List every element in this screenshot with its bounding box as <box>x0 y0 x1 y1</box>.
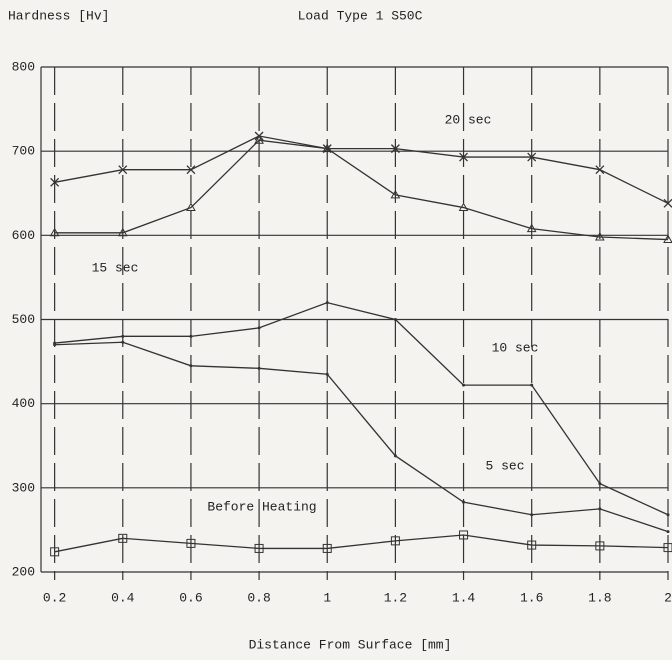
y-tick-label: 800 <box>12 59 35 74</box>
marker <box>121 341 124 344</box>
marker <box>667 513 670 516</box>
marker <box>530 384 533 387</box>
y-tick-label: 600 <box>12 228 35 243</box>
x-tick-label: 0.6 <box>179 590 202 605</box>
series-line <box>55 303 668 515</box>
marker <box>462 501 465 504</box>
marker <box>53 343 56 346</box>
x-tick-label: 1.4 <box>452 590 476 605</box>
marker <box>258 367 261 370</box>
marker <box>326 373 329 376</box>
marker <box>121 335 124 338</box>
marker <box>667 530 670 533</box>
x-tick-label: 0.8 <box>247 590 270 605</box>
x-tick-label: 1.6 <box>520 590 543 605</box>
x-tick-label: 0.4 <box>111 590 135 605</box>
series-label: Before Heating <box>207 499 316 514</box>
marker <box>598 507 601 510</box>
y-tick-label: 400 <box>12 396 35 411</box>
series-line <box>55 136 668 203</box>
marker <box>258 326 261 329</box>
marker <box>326 301 329 304</box>
series-label: 15 sec <box>92 260 139 275</box>
x-tick-label: 1.2 <box>384 590 407 605</box>
chart: Load Type 1 S50C Hardness [Hv] Distance … <box>0 0 672 660</box>
y-tick-label: 300 <box>12 480 35 495</box>
x-tick-label: 0.2 <box>43 590 66 605</box>
marker <box>530 513 533 516</box>
marker <box>394 318 397 321</box>
series-line <box>55 140 668 239</box>
x-tick-label: 2 <box>664 590 672 605</box>
x-tick-label: 1 <box>323 590 331 605</box>
chart-title: Load Type 1 S50C <box>298 8 423 23</box>
x-tick-label: 1.8 <box>588 590 611 605</box>
marker <box>189 335 192 338</box>
marker <box>394 454 397 457</box>
marker <box>189 364 192 367</box>
series-label: 10 sec <box>492 340 539 355</box>
page: {"chart_data": {"type": "line", "title":… <box>0 0 672 660</box>
series-label: 5 sec <box>485 458 524 473</box>
series-line <box>55 535 668 552</box>
series-line <box>55 342 668 531</box>
x-axis-label: Distance From Surface [mm] <box>249 637 452 652</box>
y-tick-label: 200 <box>12 564 35 579</box>
y-tick-label: 500 <box>12 312 35 327</box>
marker <box>462 384 465 387</box>
y-axis-label: Hardness [Hv] <box>8 8 109 23</box>
series-label: 20 sec <box>445 112 492 127</box>
y-tick-label: 700 <box>12 144 35 159</box>
marker <box>598 482 601 485</box>
